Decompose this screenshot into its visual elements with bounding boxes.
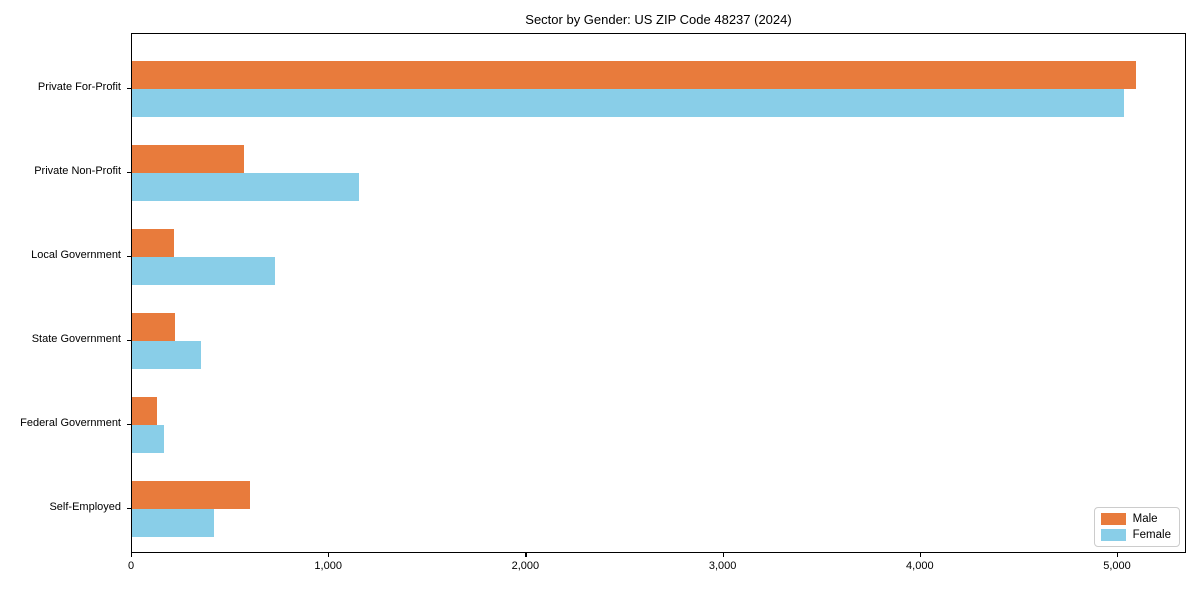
- ytick-label-0: Private For-Profit: [37, 80, 121, 93]
- xtick-label-4: 4,000: [906, 560, 934, 572]
- legend-item-male: Male: [1100, 513, 1171, 525]
- ytick-mark-3: [127, 339, 131, 341]
- bar-female-3: [132, 340, 202, 369]
- bar-male-2: [132, 228, 175, 257]
- ytick-label-4: Federal Government: [20, 416, 121, 429]
- xtick-label-5: 5,000: [1103, 560, 1131, 572]
- ytick-mark-5: [127, 507, 131, 509]
- ytick-label-3: State Government: [31, 332, 121, 345]
- legend-item-female: Female: [1100, 529, 1171, 541]
- ytick-label-5: Self-Employed: [49, 500, 121, 513]
- xtick-mark-4: [919, 553, 922, 557]
- xtick-mark-0: [131, 553, 133, 557]
- bar-female-2: [132, 256, 275, 285]
- ytick-mark-1: [127, 171, 131, 173]
- xtick-label-0: 0: [127, 560, 135, 572]
- legend-label-male: Male: [1132, 513, 1158, 525]
- bar-male-3: [132, 312, 176, 341]
- xtick-mark-3: [722, 553, 724, 557]
- xtick-label-2: 2,000: [511, 560, 540, 572]
- bar-male-5: [132, 480, 251, 509]
- legend: Male Female: [1093, 507, 1180, 547]
- bar-female-5: [132, 508, 214, 537]
- bar-male-1: [132, 144, 245, 173]
- bar-female-4: [132, 424, 164, 453]
- bar-female-1: [132, 172, 359, 201]
- xtick-mark-5: [1117, 553, 1119, 557]
- bar-male-4: [132, 396, 157, 425]
- ytick-label-2: Local Government: [31, 248, 121, 261]
- bar-male-0: [132, 60, 1136, 89]
- plot-area: Male Female: [131, 33, 1186, 553]
- xtick-mark-1: [328, 553, 330, 557]
- xtick-label-3: 3,000: [708, 560, 737, 572]
- legend-label-female: Female: [1132, 529, 1171, 541]
- ytick-mark-0: [127, 87, 131, 89]
- ytick-mark-4: [127, 423, 131, 425]
- ytick-label-1: Private Non-Profit: [34, 164, 121, 177]
- xtick-mark-2: [525, 553, 527, 557]
- xtick-label-1: 1,000: [314, 560, 342, 572]
- chart-title: Sector by Gender: US ZIP Code 48237 (202…: [525, 12, 792, 27]
- female-swatch-icon: [1100, 529, 1126, 541]
- ytick-mark-2: [127, 255, 131, 257]
- bar-female-0: [132, 88, 1124, 117]
- male-swatch-icon: [1100, 513, 1126, 525]
